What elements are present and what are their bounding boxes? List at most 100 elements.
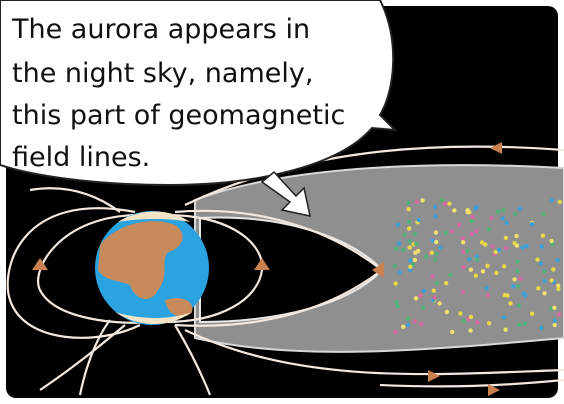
bubble-line: field lines. [12,142,150,173]
particle [552,306,556,310]
particle [440,198,444,202]
particle [444,281,448,285]
particle [450,330,454,334]
particle [549,239,553,243]
particle [502,315,506,319]
particle [543,279,547,283]
particle [407,220,411,224]
particle [513,212,517,216]
particle [447,202,451,206]
particle [490,244,494,248]
particle [433,258,437,262]
particle [419,322,423,326]
particle [475,320,479,324]
particle [541,234,545,238]
earth [95,211,209,325]
particle [448,273,452,277]
particle [424,254,428,258]
particle [515,259,519,263]
particle [516,284,520,288]
particle [518,277,522,281]
particle [432,295,436,299]
particle [430,251,434,255]
particle [469,219,473,223]
particle [494,271,498,275]
particle [553,323,557,327]
particle [450,229,454,233]
particle [481,269,485,273]
particle [489,216,493,220]
particle [469,268,473,272]
particle [541,212,545,216]
particle [422,289,426,293]
particle [503,328,507,332]
particle [504,246,508,250]
particle [469,315,473,319]
particle [416,249,420,253]
particle [474,274,478,278]
particle [553,318,557,322]
particle [396,223,400,227]
particle [458,311,462,315]
particle [468,328,472,332]
particle [473,207,477,211]
particle [402,233,406,237]
particle [517,323,521,327]
particle [444,231,448,235]
particle [522,291,526,295]
particle [514,234,518,238]
particle [530,312,534,316]
particle [524,244,528,248]
particle [465,249,469,253]
page: The aurora appears in the night sky, nam… [0,0,564,404]
particle [485,264,489,268]
particle [539,244,543,248]
particle [558,200,562,204]
particle [408,245,412,249]
particle [461,240,465,244]
bubble-line: this part of geomagnetic [12,100,345,131]
particle [523,321,527,325]
particle [496,210,500,214]
particle [470,215,474,219]
particle [396,304,400,308]
particle [542,291,546,295]
particle [406,201,410,205]
particle [437,301,441,305]
particle [413,232,417,236]
particle [512,241,516,245]
particle [551,267,555,271]
particle [465,208,469,212]
particle [397,242,401,246]
particle [475,258,479,262]
particle [435,281,439,285]
particle [517,303,521,307]
particle [518,207,522,211]
particle [394,246,398,250]
particle [421,305,425,309]
particle [415,200,419,204]
particle [535,257,539,261]
particle [398,270,402,274]
particle [539,261,543,265]
particle [452,208,456,212]
particle [504,236,508,240]
particle [393,330,397,334]
particle [406,323,410,327]
particle [467,257,471,261]
particle [484,286,488,290]
particle [401,325,405,329]
particle [433,214,437,218]
particle [420,198,424,202]
particle [461,236,465,240]
particle [434,252,438,256]
particle [438,245,442,249]
particle [406,316,410,320]
particle [555,258,559,262]
particle [407,207,411,211]
particle [557,312,561,316]
particle [470,232,474,236]
particle [394,300,398,304]
particle [508,301,512,305]
particle [408,265,412,269]
